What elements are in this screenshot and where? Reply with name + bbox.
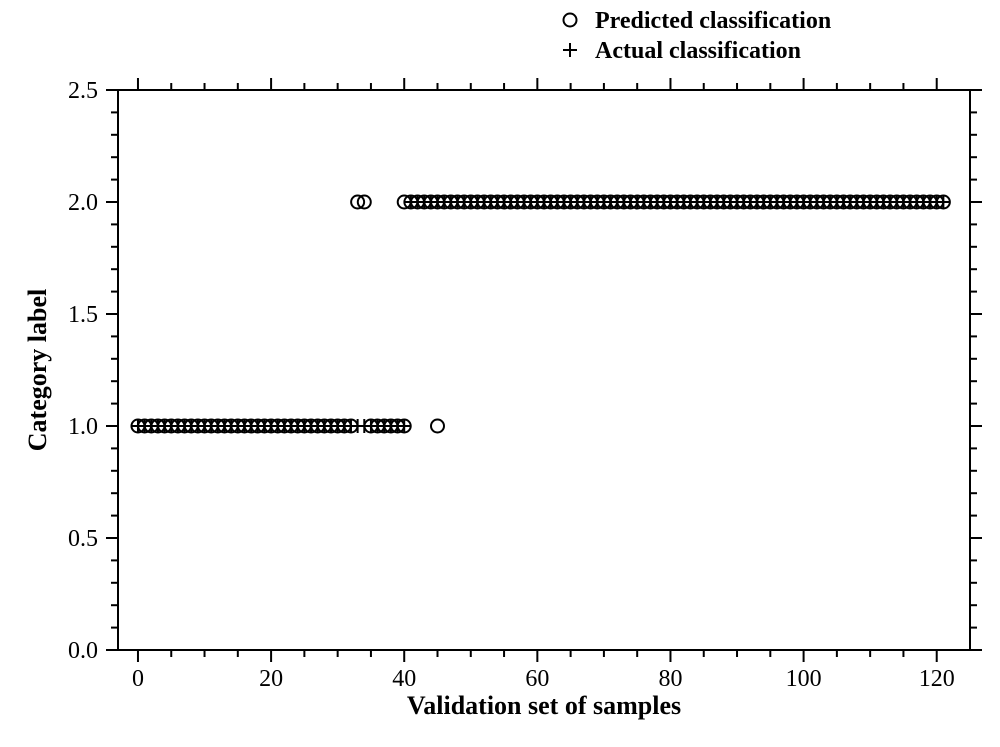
legend-label-predicted: Predicted classification [595, 8, 831, 34]
x-tick-label: 100 [786, 666, 822, 692]
y-tick-label: 0.0 [68, 638, 98, 664]
x-tick-label: 60 [525, 666, 549, 692]
x-tick-label: 80 [658, 666, 682, 692]
classification-scatter-chart: 0 20 40 60 80 100 120 0.0 0.5 1.0 1.5 2.0 2.5 Validat… [0, 0, 1000, 747]
y-axis-label: Category label [23, 289, 52, 451]
x-tick-label: 0 [132, 666, 144, 692]
x-tick-label: 120 [919, 666, 955, 692]
y-tick-label: 0.5 [68, 526, 98, 552]
chart-container: 0 20 40 60 80 100 120 0.0 0.5 1.0 1.5 2.0 2.5 Validat… [0, 0, 1000, 747]
x-tick-label: 20 [259, 666, 283, 692]
y-tick-label: 1.5 [68, 302, 98, 328]
legend-label-actual: Actual classification [595, 38, 801, 64]
x-axis-label: Validation set of samples [407, 691, 681, 720]
x-tick-label: 40 [392, 666, 416, 692]
y-tick-label: 1.0 [68, 414, 98, 440]
y-tick-label: 2.5 [68, 78, 98, 104]
y-tick-label: 2.0 [68, 190, 98, 216]
